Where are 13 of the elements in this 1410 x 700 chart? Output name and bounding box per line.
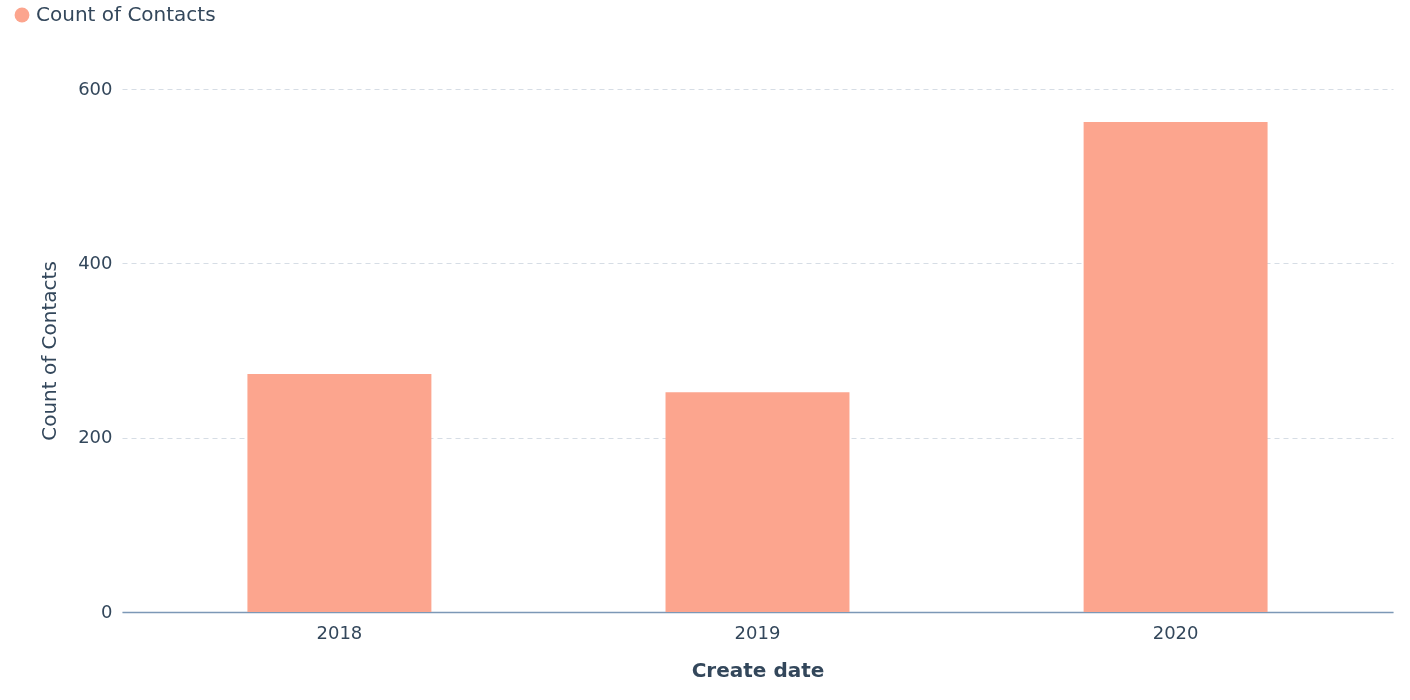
y-tick-label: 400 (78, 251, 113, 273)
y-tick-label: 0 (101, 600, 113, 622)
x-tick-label: 2020 (1152, 621, 1199, 643)
x-tick-label: 2019 (734, 621, 781, 643)
bar (665, 392, 850, 612)
x-axis-title: Create date (691, 657, 825, 682)
x-tick-label: 2018 (316, 621, 363, 643)
y-tick-label: 200 (78, 426, 113, 448)
bar (247, 374, 432, 612)
y-axis-title: Count of Contacts (37, 261, 62, 441)
bar (1083, 122, 1268, 612)
legend-label: Count of Contacts (36, 2, 216, 26)
y-tick-label: 600 (78, 77, 113, 99)
